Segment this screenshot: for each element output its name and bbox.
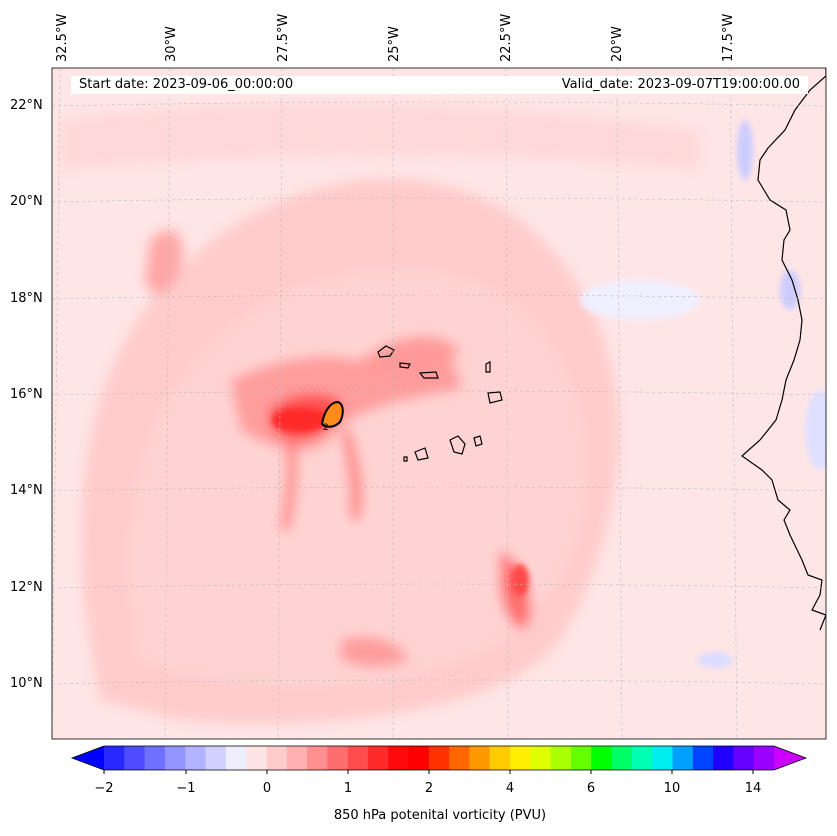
contour-label: 2: [323, 423, 329, 433]
colorbar-segment: [185, 746, 207, 770]
colorbar-segment: [286, 746, 308, 770]
colorbar-tick: 6: [586, 781, 596, 796]
colorbar-segment: [713, 746, 734, 770]
colorbar-segment: [672, 746, 694, 770]
colorbar-segment: [367, 746, 389, 770]
colorbar-segment: [591, 746, 613, 770]
colorbar-segment: [570, 746, 592, 770]
lat-label: 20°N: [10, 194, 43, 209]
lon-label: 20°W: [610, 26, 625, 62]
colorbar-segment: [489, 746, 511, 770]
colorbar-tick: −2: [94, 781, 114, 796]
colorbar-segment: [692, 746, 714, 770]
colorbar-segment: [652, 746, 673, 770]
colorbar-segment: [510, 746, 531, 770]
colorbar-title: 850 hPa potenital vorticity (PVU): [333, 808, 547, 823]
pv-field: 2: [52, 68, 826, 739]
lat-label: 14°N: [10, 483, 43, 498]
colorbar-segment: [104, 746, 125, 770]
colorbar-segment: [428, 746, 450, 770]
pv-max-contour: [320, 400, 344, 428]
colorbar-segment: [530, 746, 552, 770]
colorbar-segment: [753, 746, 775, 770]
colorbar-extend-min: [72, 746, 104, 770]
colorbar-segment: [246, 746, 267, 770]
colorbar-segment: [144, 746, 166, 770]
info-bar: Start date: 2023-09-06_00:00:00 Valid_da…: [71, 76, 808, 94]
colorbar-segment: [307, 746, 328, 770]
lat-label: 16°N: [10, 387, 43, 402]
gridlines: [51, 67, 827, 740]
colorbar-tick: 4: [505, 781, 515, 796]
lon-label: 32.5°W: [55, 13, 70, 62]
lon-label: 27.5°W: [276, 13, 291, 62]
africa-coastline: [741, 68, 826, 631]
colorbar-segment: [327, 746, 349, 770]
lat-label: 12°N: [10, 580, 43, 595]
colorbar-segment: [124, 746, 146, 770]
islands: [377, 345, 503, 462]
start-date: Start date: 2023-09-06_00:00:00: [79, 77, 294, 92]
colorbar-segment: [631, 746, 653, 770]
colorbar-segment: [347, 746, 369, 770]
colorbar: [70, 745, 808, 774]
colorbar-extend-max: [774, 746, 806, 770]
lat-label: 10°N: [10, 676, 43, 691]
colorbar-segment: [469, 746, 491, 770]
colorbar-tick: 14: [744, 781, 762, 796]
colorbar-tick: −1: [176, 781, 196, 796]
colorbar-segment: [388, 746, 410, 770]
colorbar-segment: [408, 746, 430, 770]
lon-label: 17.5°W: [721, 13, 736, 62]
colorbar-tick: 2: [424, 781, 434, 796]
lon-label: 22.5°W: [499, 13, 514, 62]
colorbar-segment: [449, 746, 470, 770]
colorbar-tick: 10: [663, 781, 681, 796]
colorbar-segment: [225, 746, 247, 770]
map-frame: [51, 67, 827, 740]
colorbar-tick: 0: [262, 781, 272, 796]
colorbar-segment: [205, 746, 227, 770]
lon-label: 30°W: [164, 26, 179, 62]
lat-label: 18°N: [10, 291, 43, 306]
colorbar-segment: [164, 746, 186, 770]
valid-date: Valid_date: 2023-09-07T19:00:00.00: [561, 77, 800, 92]
colorbar-segment: [733, 746, 755, 770]
colorbar-segment: [611, 746, 633, 770]
colorbar-segment: [266, 746, 288, 770]
lat-label: 22°N: [10, 98, 43, 113]
colorbar-tick: 1: [343, 781, 353, 796]
colorbar-segment: [550, 746, 572, 770]
lon-label: 25°W: [387, 26, 402, 62]
